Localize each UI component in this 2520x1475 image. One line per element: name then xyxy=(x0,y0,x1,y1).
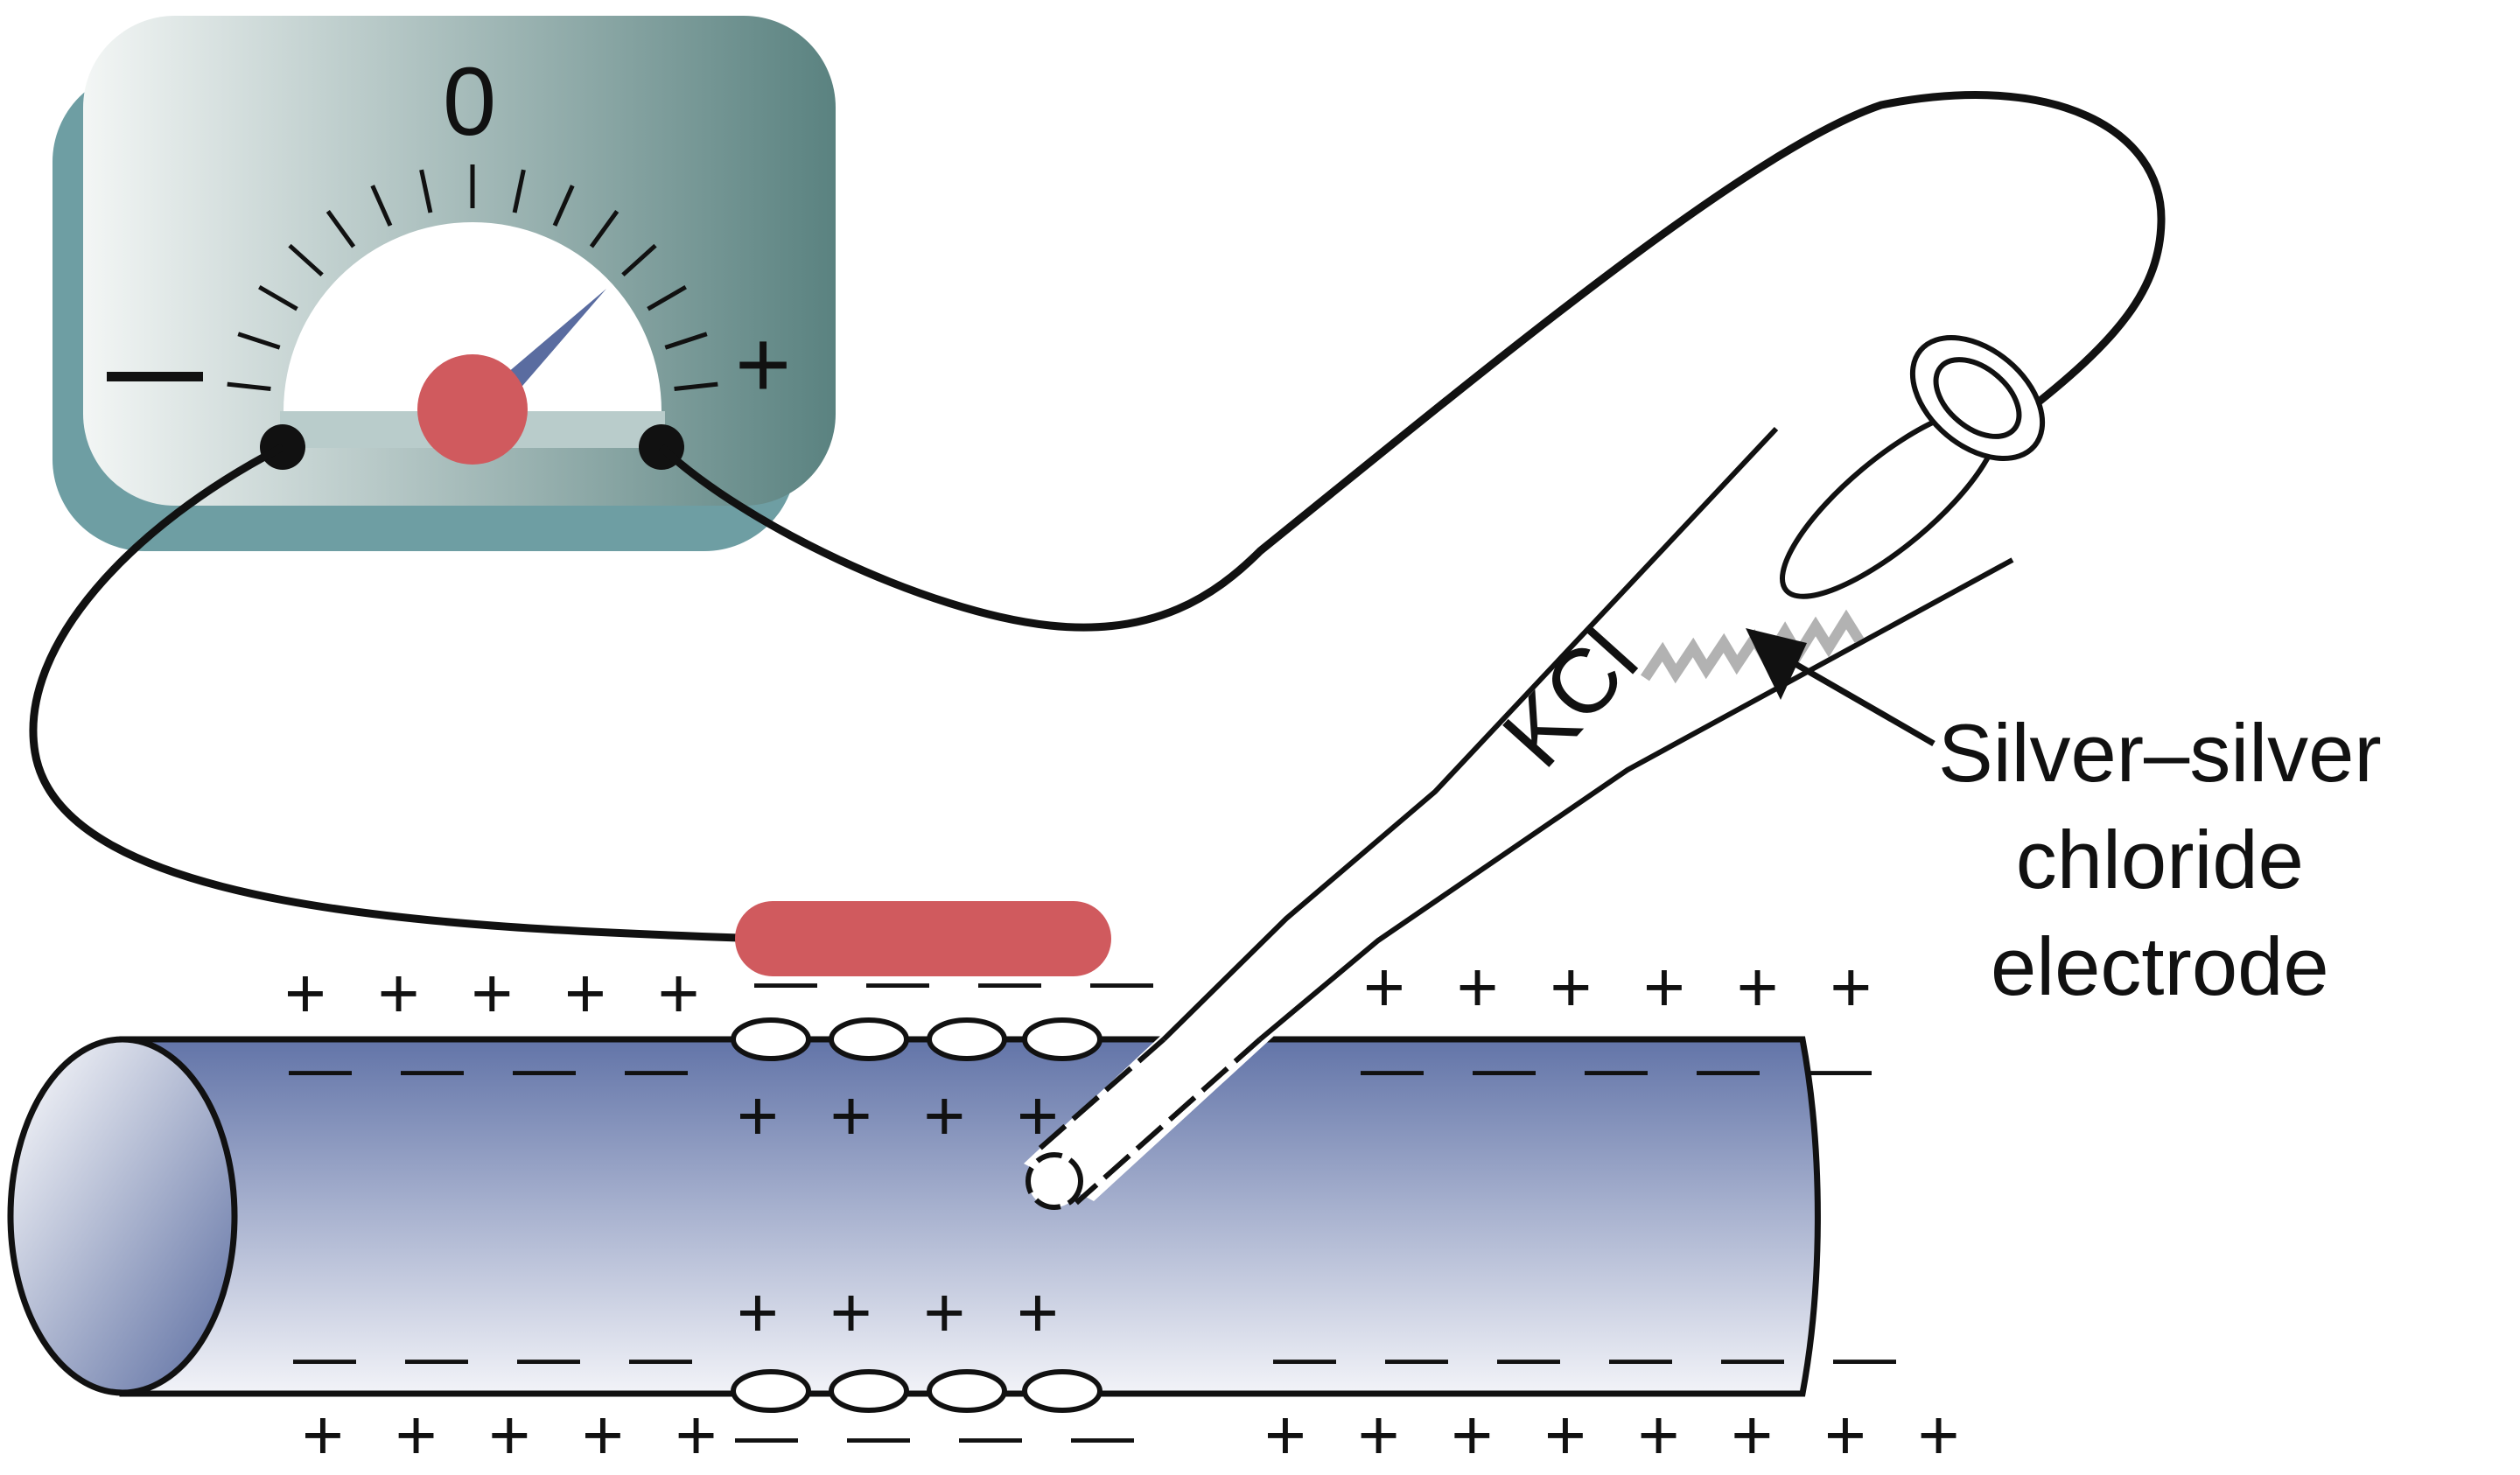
fiber-end-cap xyxy=(7,1036,238,1396)
meter-tick xyxy=(237,332,281,350)
meter-tick xyxy=(647,284,687,311)
meter-tick xyxy=(370,185,393,227)
meter-tick xyxy=(326,210,356,248)
surface-electrode xyxy=(735,901,1111,976)
meter-dial xyxy=(284,222,662,411)
microelectrode-tip-inside xyxy=(1031,1037,1262,1206)
microelectrode-outline-lower xyxy=(1258,557,2014,1042)
charges-bottom-outside-left: + + + + + xyxy=(302,1395,733,1475)
meter-tick xyxy=(227,381,271,391)
callout-line-1: Silver–silver xyxy=(1938,707,2382,799)
microelectrode-tip xyxy=(1026,1152,1083,1210)
charges-top-inside-left: — — — — xyxy=(289,1033,704,1103)
callout-line-3: electrode xyxy=(1990,920,2329,1013)
microelectrode xyxy=(1024,335,2046,1210)
callout-arrow-line xyxy=(1788,657,1936,747)
callout-arrow-head xyxy=(1746,628,1807,700)
meter-zero-label: 0 xyxy=(443,48,497,156)
microelectrode-outline-upper xyxy=(1161,426,1779,1042)
microelectrode-opening-inner xyxy=(1933,357,2022,439)
wire-to-surface-electrode xyxy=(29,443,740,942)
charges-top-outside-middle: — — — — xyxy=(754,946,1170,1016)
meter-tick xyxy=(419,169,433,213)
meter-tick xyxy=(664,332,708,350)
meter-tick xyxy=(589,210,620,248)
meter-hub xyxy=(417,354,528,465)
microelectrode-glass xyxy=(1024,429,2012,1201)
electrode-callout: Silver–silver chloride electrode xyxy=(1938,700,2382,1021)
membrane-current-loops-top xyxy=(731,1017,1102,1061)
membrane-current-loops-bottom xyxy=(731,1369,1102,1413)
charges-bottom-inside-middle: + + + + xyxy=(737,1273,1074,1353)
charges-bottom-outside-right: + + + + + + + + xyxy=(1264,1395,1976,1475)
meter-tick xyxy=(258,284,298,311)
meter-tick xyxy=(512,169,526,213)
nerve-fiber xyxy=(7,1036,1821,1397)
charges-top-outside-right: + + + + + + xyxy=(1363,947,1888,1027)
charges-bottom-outside-middle: — — — — xyxy=(735,1401,1151,1471)
voltmeter xyxy=(52,16,836,551)
meter-tick xyxy=(288,243,324,277)
charges-top-inside-middle: + + + + xyxy=(737,1076,1074,1156)
wire-to-microelectrode xyxy=(658,91,2166,632)
charges-bottom-inside-right: — — — — — — xyxy=(1273,1322,1913,1392)
charges-bottom-inside-left: — — — — xyxy=(293,1322,709,1392)
callout-line-2: chloride xyxy=(2015,814,2304,906)
meter-tick xyxy=(674,381,718,391)
meter-plus-label: + xyxy=(735,311,792,418)
meter-minus-label: — xyxy=(107,316,203,423)
charges-top-inside-right: — — — — — xyxy=(1361,1033,1888,1103)
fiber-body xyxy=(119,1036,1821,1397)
meter-scale-ticks xyxy=(227,164,718,391)
meter-tick xyxy=(621,243,657,277)
charges-top-outside-left: + + + + + xyxy=(284,954,716,1033)
meter-tick xyxy=(552,185,575,227)
